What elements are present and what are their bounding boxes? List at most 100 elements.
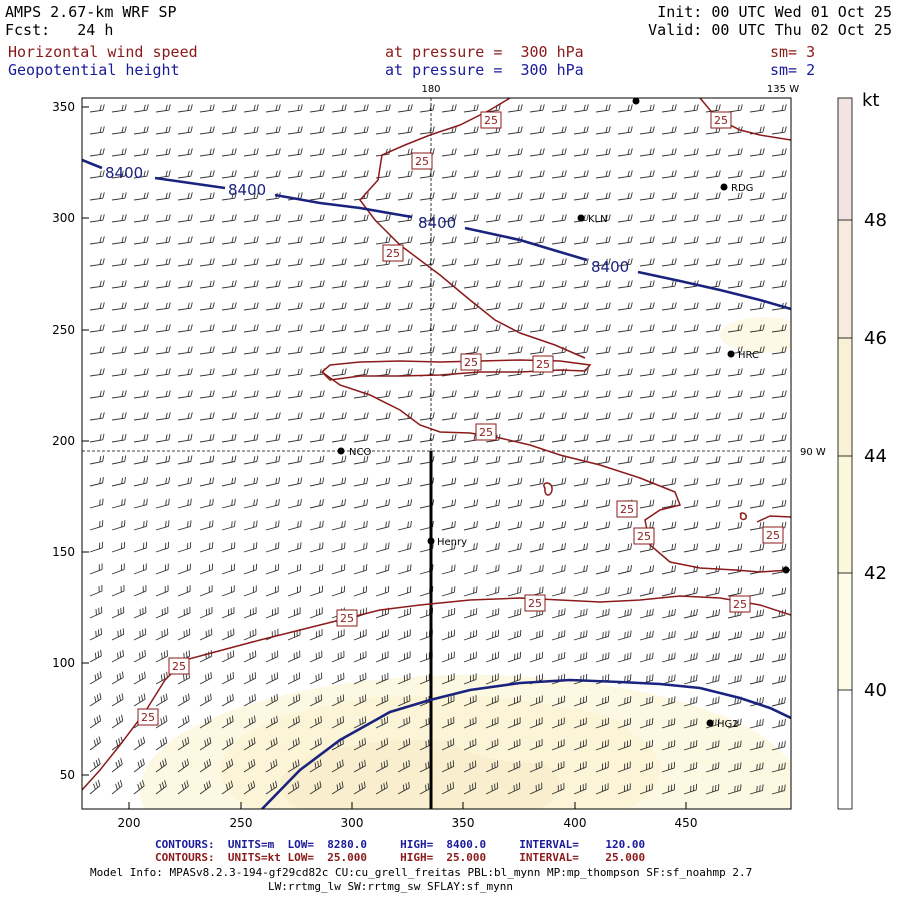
wind-barb xyxy=(771,368,787,377)
wind-barb xyxy=(551,761,565,773)
wind-barb xyxy=(199,477,215,487)
wind-barb xyxy=(507,104,523,113)
wind-barb xyxy=(595,192,611,201)
wind-barb xyxy=(287,477,303,487)
wind-barb xyxy=(683,324,699,333)
wind-barb xyxy=(111,280,127,289)
wind-barb xyxy=(155,520,170,531)
wind-barb xyxy=(441,104,457,113)
wind-barb xyxy=(683,302,699,311)
wind-barb xyxy=(705,390,721,399)
wind-barb xyxy=(331,564,346,575)
wind-barb xyxy=(749,675,764,685)
wind-barb xyxy=(529,148,545,157)
wind-barb xyxy=(89,170,105,179)
wind-barb xyxy=(507,214,523,223)
wind-barb xyxy=(155,390,171,399)
wind-barb xyxy=(639,630,654,641)
wind-barb xyxy=(221,126,237,135)
wind-barb xyxy=(485,346,501,355)
wind-barb xyxy=(375,564,390,575)
wind-barb xyxy=(309,302,325,311)
wind-barb xyxy=(243,759,256,773)
wind-barb xyxy=(595,170,611,179)
wind-barb xyxy=(485,236,501,245)
wind-barb xyxy=(551,499,567,509)
wind-barb xyxy=(375,390,391,399)
wind-barb xyxy=(265,104,281,113)
wind-barb xyxy=(111,758,123,773)
wind-barb xyxy=(133,148,149,157)
wind-barb xyxy=(133,280,149,289)
wind-barb xyxy=(243,192,259,201)
wind-barb xyxy=(221,346,237,355)
wind-barb xyxy=(199,671,212,685)
wind-barb xyxy=(771,543,787,553)
wind-barb xyxy=(221,104,237,113)
wind-barb xyxy=(419,434,435,443)
wind-barb xyxy=(177,214,193,223)
wind-barb xyxy=(287,650,301,663)
wind-barb xyxy=(397,258,413,267)
station-marker xyxy=(727,350,735,358)
wind-barb xyxy=(265,715,278,729)
model-info: Model Info: MPASv8.2.3-194-gf29cd82c CU:… xyxy=(90,866,753,879)
wind-barb xyxy=(595,214,611,223)
footer-height-contours: CONTOURS: UNITS=m LOW= 8280.0 HIGH= 8400… xyxy=(155,838,645,851)
wind-barb xyxy=(441,324,457,333)
wind-barb xyxy=(617,280,633,289)
wind-barb xyxy=(221,607,235,619)
wind-barb xyxy=(617,565,632,575)
wind-barb xyxy=(771,390,787,399)
wind-barb xyxy=(265,737,278,751)
wind-barb xyxy=(111,649,124,663)
wind-barb xyxy=(353,716,367,729)
wind-barb xyxy=(243,737,256,751)
wind-barb xyxy=(287,737,300,751)
wind-barb xyxy=(177,280,193,289)
wind-barb xyxy=(441,170,457,179)
wind-barb xyxy=(111,170,127,179)
speed-label: 25 xyxy=(766,529,780,542)
wind-barb xyxy=(507,477,523,487)
wind-barb xyxy=(441,521,456,531)
wind-barb xyxy=(661,739,676,751)
wind-barb xyxy=(507,126,523,135)
wind-barb xyxy=(529,543,544,553)
wind-barb xyxy=(133,192,149,201)
wind-barb xyxy=(683,477,699,487)
wind-barb xyxy=(133,236,149,245)
wind-barb xyxy=(441,192,457,201)
wind-barb xyxy=(529,170,545,179)
x-tick-label: 400 xyxy=(564,816,587,830)
wind-barb xyxy=(287,346,303,355)
wind-barb xyxy=(507,499,523,509)
wind-barb xyxy=(89,779,101,795)
wind-barb xyxy=(771,214,787,223)
wind-barb xyxy=(309,192,325,201)
wind-barb xyxy=(89,758,101,773)
wind-barb xyxy=(111,324,127,333)
wind-barb xyxy=(155,170,171,179)
wind-barb xyxy=(573,280,589,289)
wind-barb xyxy=(221,236,237,245)
wind-barb xyxy=(221,302,237,311)
wind-barb xyxy=(375,520,390,531)
wind-barb xyxy=(265,477,281,487)
wind-barb xyxy=(309,433,325,443)
wind-barb xyxy=(331,412,347,421)
wind-barb xyxy=(683,104,699,113)
wind-speed-shading xyxy=(140,317,791,809)
wind-barb xyxy=(639,587,654,597)
wind-barb xyxy=(639,565,655,575)
wind-barb xyxy=(111,520,126,531)
wind-barb xyxy=(441,258,457,267)
wind-barb xyxy=(177,368,193,377)
wind-barb xyxy=(133,346,149,355)
wind-barb xyxy=(463,192,479,201)
wind-barb xyxy=(705,324,721,333)
wind-barb xyxy=(309,170,325,179)
wind-barb xyxy=(155,715,168,729)
wind-barb xyxy=(661,434,677,443)
wind-barb xyxy=(133,412,149,421)
